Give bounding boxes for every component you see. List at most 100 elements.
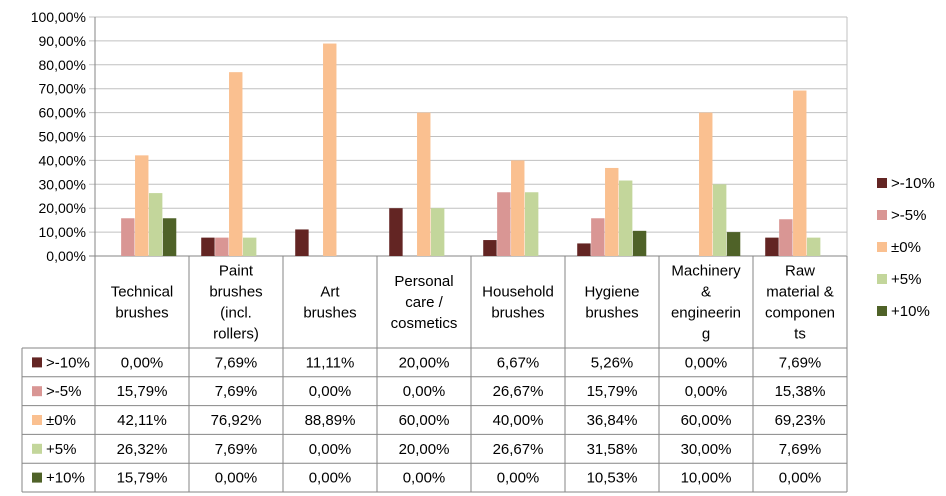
- table-legend-key: [32, 386, 42, 397]
- category-label: componen: [765, 305, 835, 322]
- table-cell-value: 0,00%: [309, 383, 352, 400]
- table-cell-value: 7,69%: [779, 354, 822, 371]
- legend-key: [877, 178, 887, 188]
- category-label: brushes: [209, 284, 262, 301]
- category-label: Technical: [111, 284, 174, 301]
- table-cell-value: 7,69%: [215, 354, 258, 371]
- bar: [430, 208, 445, 256]
- table-cell-value: 60,00%: [681, 412, 732, 429]
- bar: [242, 237, 257, 256]
- category-label: (incl.: [220, 305, 252, 322]
- category-label: brushes: [115, 305, 168, 322]
- bar: [632, 230, 647, 256]
- bar: [765, 237, 779, 256]
- legend-label: >-10%: [891, 175, 935, 192]
- bar: [295, 229, 309, 256]
- table-cell-value: 0,00%: [309, 470, 352, 487]
- table-cell-value: 36,84%: [587, 412, 638, 429]
- bar: [577, 243, 591, 256]
- table-legend-key: [32, 357, 42, 368]
- table-row-header: >-10%: [46, 354, 90, 371]
- bar: [605, 167, 619, 256]
- y-tick-label: 90,00%: [39, 33, 86, 49]
- bars: [121, 43, 821, 257]
- table-cell-value: 6,67%: [497, 354, 540, 371]
- table-row-header: ±0%: [46, 412, 76, 429]
- legend: >-10% >-5% ±0% +5% +10%: [877, 175, 935, 320]
- gridlines: [89, 16, 848, 257]
- category-label: cosmetics: [391, 315, 458, 332]
- bar: [699, 112, 713, 256]
- category-label: &: [701, 284, 711, 301]
- y-tick-label: 60,00%: [39, 105, 86, 121]
- table-cell-value: 10,53%: [587, 470, 638, 487]
- legend-label: ±0%: [891, 239, 921, 256]
- bar: [712, 184, 727, 256]
- bar: [417, 112, 431, 256]
- bar: [793, 90, 807, 256]
- bar: [618, 180, 633, 256]
- y-tick-label: 70,00%: [39, 81, 86, 97]
- category-label: rollers): [213, 326, 259, 343]
- bar: [524, 192, 539, 256]
- y-tick-label: 50,00%: [39, 129, 86, 145]
- y-tick-label: 80,00%: [39, 57, 86, 73]
- data-table: Technical brushes Paint brushes (incl. roller…: [21, 256, 848, 493]
- legend-key: [877, 306, 887, 316]
- table-cell-value: 5,26%: [591, 354, 634, 371]
- table-cell-value: 0,00%: [685, 383, 728, 400]
- category-label: Hygiene: [584, 284, 639, 301]
- table-cell-value: 7,69%: [779, 441, 822, 458]
- table-cell-value: 42,11%: [117, 412, 167, 429]
- table-cell-value: 69,23%: [775, 412, 826, 429]
- table-row-header: +5%: [46, 441, 76, 458]
- table-cell-value: 26,67%: [493, 383, 544, 400]
- table-cell-value: 0,00%: [121, 354, 164, 371]
- table-cell-value: 0,00%: [685, 354, 728, 371]
- table-cell-value: 0,00%: [779, 470, 822, 487]
- category-label: material &: [766, 284, 834, 301]
- y-tick-label: 100,00%: [31, 9, 86, 25]
- table-cell-value: 76,92%: [211, 412, 262, 429]
- table-legend-key: [32, 415, 42, 425]
- bar: [162, 218, 177, 256]
- bar: [229, 72, 243, 257]
- bar: [215, 237, 229, 256]
- table-cell-value: 40,00%: [493, 412, 544, 429]
- table-cell-value: 31,58%: [587, 441, 638, 458]
- category-label: Machinery: [671, 263, 741, 280]
- legend-key: [877, 242, 887, 252]
- table-cell-value: 60,00%: [399, 412, 450, 429]
- legend-key: [877, 210, 887, 220]
- bar: [323, 43, 337, 256]
- category-label: Paint: [219, 263, 254, 280]
- table-cell-value: 15,38%: [775, 383, 826, 400]
- y-tick-label: 10,00%: [39, 224, 86, 240]
- table-cell-value: 15,79%: [117, 383, 168, 400]
- y-tick-label: 20,00%: [39, 200, 86, 216]
- bar: [779, 219, 793, 256]
- bar: [511, 160, 525, 256]
- category-label: ts: [794, 326, 806, 343]
- table-cell-value: 7,69%: [215, 383, 258, 400]
- legend-key: [877, 274, 887, 284]
- category-label: brushes: [585, 305, 638, 322]
- table-cell-value: 0,00%: [403, 470, 446, 487]
- table-cell-value: 0,00%: [497, 470, 540, 487]
- table-cell-value: 0,00%: [215, 470, 258, 487]
- bar: [201, 237, 215, 256]
- legend-label: >-5%: [891, 207, 926, 224]
- category-label: g: [702, 326, 710, 343]
- bar: [389, 208, 403, 256]
- y-tick-label: 40,00%: [39, 152, 86, 168]
- table-cell-value: 15,79%: [587, 383, 638, 400]
- y-tick-label: 0,00%: [46, 248, 86, 264]
- category-label: Art: [320, 284, 340, 301]
- table-cell-value: 0,00%: [309, 441, 352, 458]
- table-cell-value: 15,79%: [117, 470, 168, 487]
- table-legend-key: [32, 472, 42, 483]
- table-row-header: +10%: [46, 470, 85, 487]
- bar: [483, 240, 497, 256]
- bar: [148, 193, 163, 256]
